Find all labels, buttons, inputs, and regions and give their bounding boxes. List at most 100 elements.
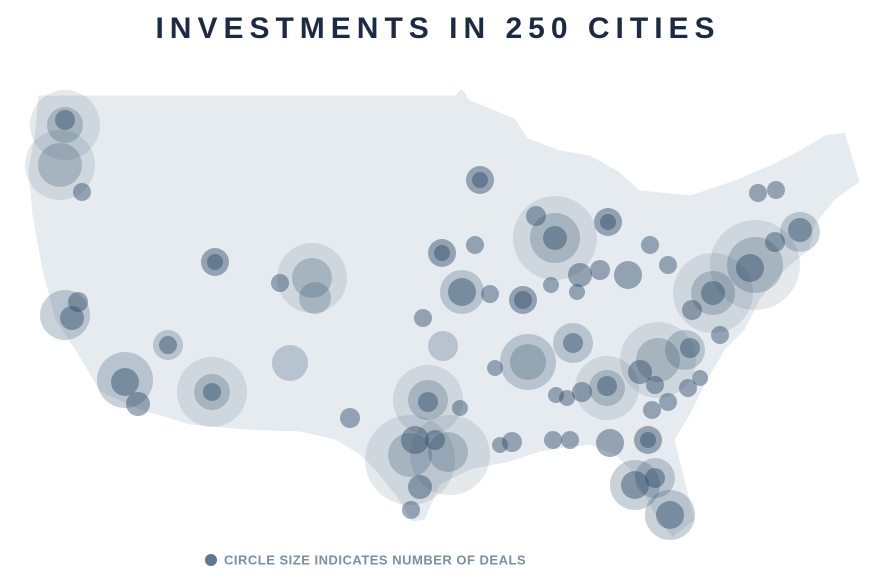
city-bubble [568,263,592,287]
city-bubble [610,460,660,510]
city-bubble [645,468,665,488]
city-bubble [481,285,499,303]
city-bubble [559,390,575,406]
city-bubble [418,392,438,412]
city-bubble [561,431,579,449]
city-bubble [47,107,83,143]
city-bubble [402,501,420,519]
city-bubble [701,281,725,305]
city-bubble [514,291,532,309]
city-bubble [38,143,82,187]
city-bubble [272,345,308,381]
city-bubble [640,432,656,448]
city-bubble [736,254,764,282]
city-bubble [692,370,708,386]
city-bubble [466,166,494,194]
city-bubble [656,501,684,529]
city-bubble [780,212,820,252]
city-bubble [590,260,610,280]
city-bubble [749,184,767,202]
city-bubble [543,277,559,293]
city-bubble [727,237,783,293]
city-bubble [691,271,735,315]
city-bubble [194,374,230,410]
city-bubble [40,290,90,340]
city-bubble [614,261,642,289]
city-bubble [492,437,508,453]
city-bubble [452,400,468,416]
city-bubble [645,490,695,540]
city-bubble [665,330,705,370]
us-map [27,87,861,539]
city-bubble [502,432,522,452]
city-bubble [203,383,221,401]
city-bubble [589,370,625,406]
city-bubble [340,408,360,428]
city-bubble [765,232,785,252]
city-bubble [55,110,75,130]
city-bubble [466,236,484,254]
city-bubble [710,220,800,310]
city-bubble [711,326,729,344]
city-bubble [401,426,429,454]
city-bubble [509,286,537,314]
city-bubble [60,306,84,330]
city-bubble [526,206,546,226]
title: INVESTMENTS IN 250 CITIES [155,12,720,45]
city-bubble [68,292,88,312]
city-bubble [434,245,450,261]
city-bubble [126,392,150,416]
legend-swatch [205,554,217,566]
city-bubble [97,352,153,408]
city-bubble [111,368,139,396]
city-bubble [388,433,432,477]
city-bubble [679,379,697,397]
city-bubble [159,336,177,354]
city-bubble [636,338,680,382]
city-bubble [659,393,677,411]
city-bubble [510,344,546,380]
city-bubble [365,415,455,505]
city-bubble [575,356,639,420]
city-bubble [597,376,617,396]
city-bubble [621,471,649,499]
city-bubble [544,431,562,449]
city-bubble [73,183,91,201]
city-bubble [487,360,503,376]
city-bubble [628,360,652,384]
city-bubble [393,365,463,435]
city-bubble [569,284,585,300]
city-bubble [596,429,624,457]
city-bubble [500,334,556,390]
city-bubble [425,430,445,450]
city-bubble [299,282,331,314]
city-bubble [646,376,664,394]
city-bubble [25,130,95,200]
city-bubble [788,218,812,242]
city-bubble [428,331,458,361]
city-bubble [408,475,432,499]
city-bubble [30,90,100,160]
city-bubble [410,415,490,495]
city-bubble [548,387,564,403]
city-bubble [563,333,583,353]
city-bubble [428,432,468,472]
legend-text: CIRCLE SIZE INDICATES NUMBER OF DEALS [224,552,526,567]
city-bubble [153,330,183,360]
city-bubble [767,181,785,199]
city-bubble [634,426,662,454]
city-bubble [408,380,448,420]
city-bubble [277,243,347,313]
city-bubble [673,253,753,333]
city-bubble [292,258,332,298]
city-bubble [643,401,661,419]
city-bubble [682,300,702,320]
city-bubble [440,270,484,314]
city-bubble [177,357,247,427]
city-bubble [641,236,659,254]
city-bubble [635,458,675,498]
city-bubble [207,254,223,270]
city-bubble [513,196,597,280]
